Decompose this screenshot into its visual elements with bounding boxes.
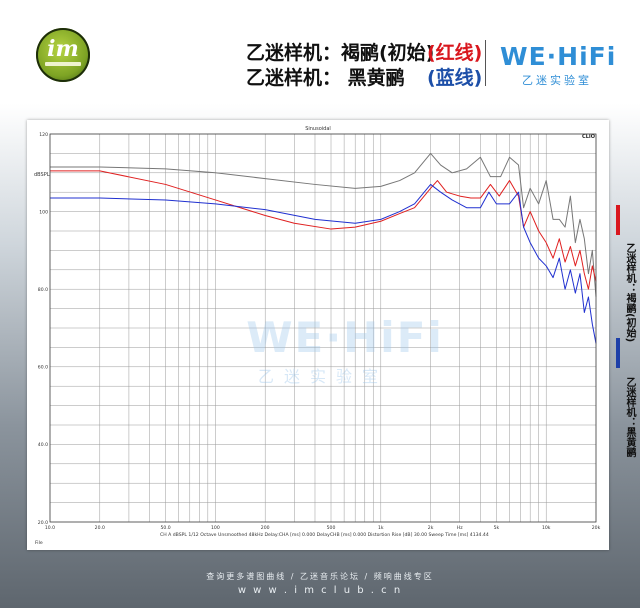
title-line-2: 乙迷样机： 黑黄鹂 bbox=[246, 67, 405, 89]
title-line-1: 乙迷样机：褐鹂(初始) bbox=[246, 42, 435, 64]
y-tick-label: 60.0 bbox=[38, 365, 48, 371]
y-tick-label: 40.0 bbox=[38, 442, 48, 448]
watermark-sub: 乙迷实验室 bbox=[258, 367, 388, 386]
series-line-1 bbox=[50, 152, 597, 297]
side-legend: 乙迷样机：褐鹂(初始) 乙迷样机：黑黄鹂 bbox=[612, 205, 638, 505]
wehifi-logo-subtitle: 乙迷实验室 bbox=[522, 74, 592, 87]
file-label: File bbox=[35, 540, 43, 546]
x-tick-label: 50.0 bbox=[160, 525, 170, 531]
legend-entry-1: 乙迷样机：褐鹂(初始) bbox=[624, 243, 635, 343]
red-line-tag: (红线) bbox=[427, 42, 483, 64]
footer-line-1: 查询更多谱图曲线 / 乙迷音乐论坛 / 频响曲线专区 bbox=[206, 572, 434, 581]
y-tick-label: 80.0 bbox=[38, 287, 48, 293]
im-logo-text: im bbox=[47, 36, 79, 62]
x-tick-label: 20.0 bbox=[95, 525, 105, 531]
footer-url: w w w . i m c l u b . c n bbox=[237, 585, 403, 596]
header-divider bbox=[485, 40, 486, 86]
watermark: WE·HiFi 乙迷实验室 bbox=[246, 313, 444, 386]
legend-entry-2: 乙迷样机：黑黄鹂 bbox=[624, 377, 635, 457]
wehifi-logo: WE·HiFi bbox=[500, 42, 617, 71]
x-tick-label: 1k bbox=[378, 525, 384, 531]
clio-label: CLIO bbox=[582, 134, 595, 140]
x-tick-label: 500 bbox=[327, 525, 336, 531]
legend-red-swatch bbox=[616, 205, 620, 235]
x-tick-label: Hz bbox=[457, 525, 463, 531]
series-line-3 bbox=[50, 183, 597, 344]
series-lines bbox=[50, 152, 597, 344]
x-tick-label: 20k bbox=[592, 525, 601, 531]
header-bar: im 乙迷样机：褐鹂(初始) (红线) 乙迷样机： 黑黄鹂 (蓝线) WE·Hi… bbox=[0, 0, 640, 104]
frequency-response-chart: Sinusoidal CLIO dBSPL 20.0 40.0 60.0 80.0 10… bbox=[34, 126, 601, 546]
x-tick-label: 2k bbox=[428, 525, 434, 531]
series-line-2 bbox=[50, 170, 597, 290]
x-tick-label: 10.0 bbox=[45, 525, 55, 531]
grid bbox=[49, 133, 597, 523]
x-tick-label: 200 bbox=[261, 525, 270, 531]
y-tick-label: 120 bbox=[39, 132, 48, 138]
x-tick-label: 5k bbox=[494, 525, 500, 531]
y-axis-label: dBSPL bbox=[34, 172, 50, 178]
chart-title: Sinusoidal bbox=[305, 126, 331, 132]
y-tick-label: 100 bbox=[39, 209, 48, 215]
im-logo: im bbox=[36, 28, 90, 82]
watermark-brand: WE·HiFi bbox=[246, 313, 444, 362]
plot-frame bbox=[49, 133, 597, 523]
y-tick-label: 20.0 bbox=[38, 520, 48, 526]
im-logo-banner bbox=[45, 62, 81, 66]
chart-card: Sinusoidal CLIO dBSPL 20.0 40.0 60.0 80.0 10… bbox=[27, 120, 609, 550]
blue-line-tag: (蓝线) bbox=[427, 67, 483, 89]
x-tick-label: 100 bbox=[211, 525, 220, 531]
chart-settings-footer: CH A dBSPL 1/12 Octave Unsmoothed 48kHz … bbox=[160, 532, 489, 538]
x-tick-label: 10k bbox=[542, 525, 551, 531]
legend-blue-swatch bbox=[616, 338, 620, 368]
